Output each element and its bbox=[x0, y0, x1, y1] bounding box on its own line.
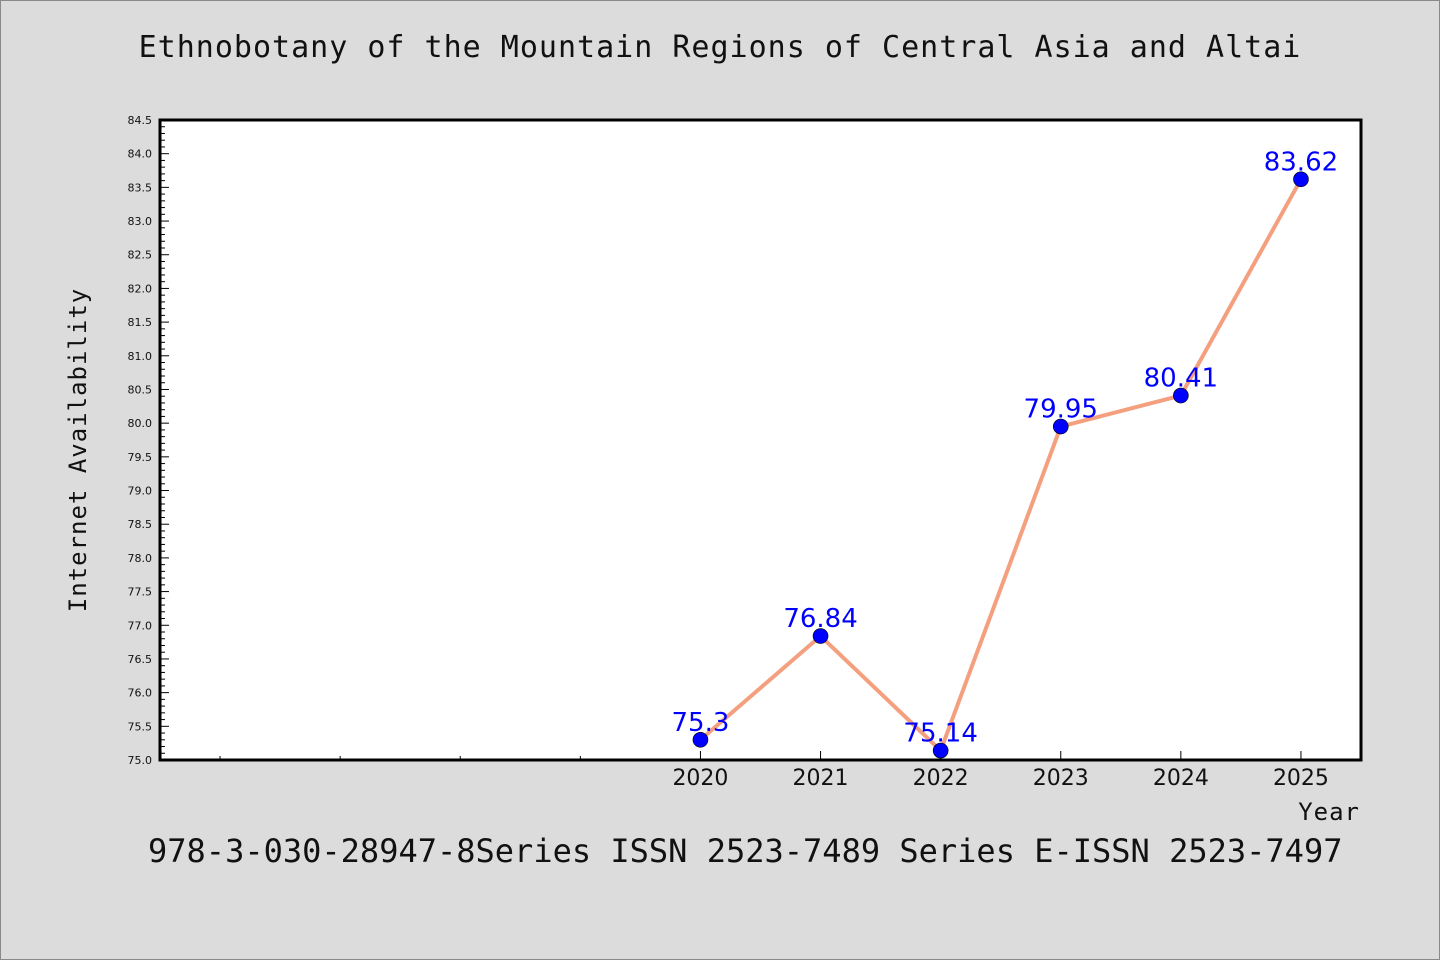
y-tick-label: 78.0 bbox=[128, 552, 153, 565]
y-tick-label: 82.5 bbox=[128, 249, 153, 262]
series-line bbox=[699, 178, 1303, 753]
y-tick-label: 81.5 bbox=[128, 316, 153, 329]
y-tick-label: 83.0 bbox=[128, 215, 153, 228]
y-tick-label: 75.0 bbox=[128, 754, 153, 767]
y-tick-label: 75.5 bbox=[128, 720, 153, 733]
y-tick-label: 80.5 bbox=[128, 383, 153, 396]
y-tick-label: 79.0 bbox=[128, 485, 153, 498]
y-tick-label: 79.5 bbox=[128, 451, 153, 464]
x-tick-label: 2021 bbox=[793, 766, 849, 791]
x-axis-title: Year bbox=[1298, 798, 1360, 826]
x-axis-ticks: 2020 2021 2022 2023 2024 2025 bbox=[219, 751, 1329, 791]
y-tick-label: 80.0 bbox=[128, 417, 153, 430]
data-point bbox=[1173, 387, 1189, 404]
y-tick-label: 84.0 bbox=[128, 148, 153, 161]
data-point bbox=[1293, 171, 1309, 188]
data-label: 80.41 bbox=[1144, 364, 1218, 394]
x-tick-label: 2023 bbox=[1033, 766, 1089, 791]
data-label: 79.95 bbox=[1024, 395, 1098, 425]
data-point bbox=[692, 731, 709, 748]
x-tick-label: 2025 bbox=[1273, 766, 1329, 791]
x-tick-label: 2024 bbox=[1153, 766, 1209, 791]
data-label: 75.3 bbox=[672, 708, 730, 738]
y-tick-label: 76.0 bbox=[128, 687, 153, 700]
data-label-layer: 75.3 76.84 75.14 79.95 80.41 83.62 bbox=[672, 147, 1339, 748]
y-tick-label: 77.5 bbox=[128, 586, 153, 599]
x-tick-label: 2020 bbox=[672, 766, 728, 791]
y-tick-label: 77.0 bbox=[128, 619, 153, 632]
data-point bbox=[812, 628, 829, 644]
chart-title: Ethnobotany of the Mountain Regions of C… bbox=[138, 30, 1302, 65]
y-tick-label: 83.5 bbox=[128, 181, 153, 194]
series-layer bbox=[692, 171, 1309, 759]
y-axis-title: Internet Availability bbox=[64, 288, 92, 612]
y-tick-label: 81.0 bbox=[128, 350, 153, 363]
y-tick-label: 76.5 bbox=[128, 653, 153, 666]
footer-isbn: 978-3-030-28947-8Series ISSN 2523-7489 S… bbox=[148, 832, 1343, 870]
data-point bbox=[1052, 418, 1069, 435]
data-label: 76.84 bbox=[783, 604, 857, 634]
data-point bbox=[932, 742, 949, 759]
y-tick-label: 78.5 bbox=[128, 518, 153, 531]
y-tick-label: 82.0 bbox=[128, 282, 153, 295]
data-label: 83.62 bbox=[1264, 147, 1338, 177]
y-axis-ticks: 75.0 75.5 76.0 76.5 77.0 77.5 78.0 78.5 79.0 79.5… bbox=[128, 114, 169, 767]
plot-area bbox=[158, 118, 1363, 762]
data-label: 75.14 bbox=[903, 719, 977, 749]
y-tick-label: 84.5 bbox=[128, 114, 153, 127]
x-tick-label: 2022 bbox=[913, 766, 969, 791]
